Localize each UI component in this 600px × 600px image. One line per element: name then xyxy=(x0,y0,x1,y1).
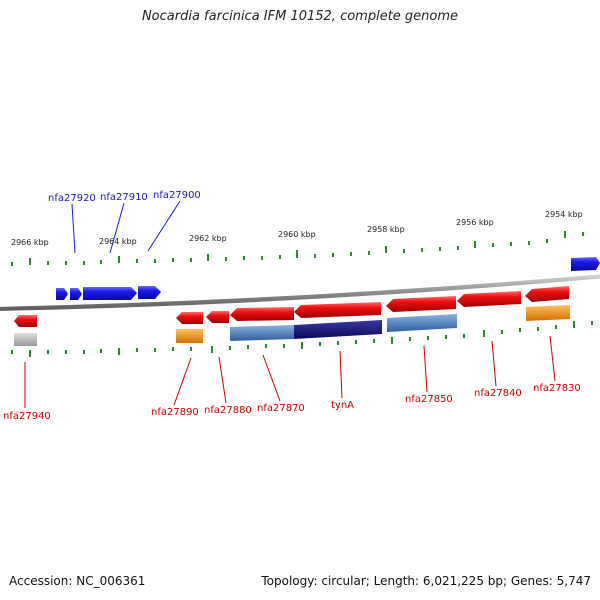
gene-arrow-forward[interactable] xyxy=(571,257,600,271)
label-nfa27830[interactable]: nfa27830 xyxy=(533,383,581,394)
label-nfa27900[interactable]: nfa27900 xyxy=(153,190,201,201)
scale-label-2964: 2964 kbp xyxy=(99,237,137,246)
gene-arrow-nfa27870[interactable] xyxy=(230,307,294,321)
label-nfa27920[interactable]: nfa27920 xyxy=(48,193,96,204)
accession-text: Accession: NC_006361 xyxy=(9,574,146,588)
label-nfa27850[interactable]: nfa27850 xyxy=(405,394,453,405)
feature-bar-nfa27850[interactable] xyxy=(387,314,457,332)
feature-bar-tynA[interactable] xyxy=(294,320,382,339)
gene-arrow-nfa27890[interactable] xyxy=(176,312,203,324)
leader-nfa27880 xyxy=(218,356,227,404)
leader-nfa27840 xyxy=(491,340,497,387)
lower-scale-ticks xyxy=(11,321,593,357)
scale-label-2954: 2954 kbp xyxy=(545,210,583,219)
feature-bar-nfa27870[interactable] xyxy=(230,325,294,341)
leader-nfa27850 xyxy=(423,345,428,393)
feature-bar-nfa27830[interactable] xyxy=(526,305,570,321)
genome-title: Nocardia farcinica IFM 10152, complete g… xyxy=(141,9,459,24)
label-nfa27840[interactable]: nfa27840 xyxy=(474,388,522,399)
label-nfa27940[interactable]: nfa27940 xyxy=(3,411,51,422)
label-nfa27910[interactable]: nfa27910 xyxy=(100,192,148,203)
upper-scale-ticks xyxy=(11,231,584,266)
scale-label-2962: 2962 kbp xyxy=(189,234,227,243)
gene-arrow-forward[interactable] xyxy=(56,288,68,300)
gene-arrow-forward[interactable] xyxy=(70,288,82,300)
genome-summary-text: Topology: circular; Length: 6,021,225 bp… xyxy=(261,574,591,588)
gene-arrow-nfa27840[interactable] xyxy=(457,291,521,307)
leader-nfa27830 xyxy=(549,335,556,382)
gene-arrow-nfa27850[interactable] xyxy=(386,296,456,312)
label-nfa27890[interactable]: nfa27890 xyxy=(151,407,199,418)
feature-bar-nfa27890[interactable] xyxy=(176,329,203,343)
scale-label-2956: 2956 kbp xyxy=(456,218,494,227)
leader-nfa27920 xyxy=(71,203,76,254)
gene-arrow-nfa27880[interactable] xyxy=(206,311,229,323)
gene-arrow-forward[interactable] xyxy=(138,286,161,299)
leader-nfa27890 xyxy=(173,357,192,406)
scale-label-2966: 2966 kbp xyxy=(11,238,49,247)
label-tynA[interactable]: tynA xyxy=(331,400,354,411)
label-nfa27870[interactable]: nfa27870 xyxy=(257,403,305,414)
genome-backbone xyxy=(0,274,600,311)
leader-nfa27910 xyxy=(109,202,125,254)
label-nfa27880[interactable]: nfa27880 xyxy=(204,405,252,416)
scale-label-2960: 2960 kbp xyxy=(278,230,316,239)
leader-tynA xyxy=(339,350,343,399)
scale-label-2958: 2958 kbp xyxy=(367,225,405,234)
gene-arrow-nfa27940[interactable] xyxy=(14,315,37,327)
feature-bar-nfa27940[interactable] xyxy=(14,333,37,346)
reverse-strand-genes xyxy=(14,286,569,327)
forward-strand-genes xyxy=(56,257,600,300)
leader-nfa27900 xyxy=(147,200,181,252)
gene-arrow-tynA[interactable] xyxy=(294,302,381,318)
gene-arrow-nfa27830[interactable] xyxy=(525,286,569,302)
leader-nfa27870 xyxy=(262,354,281,402)
gene-arrow-forward[interactable] xyxy=(83,287,137,300)
feature-bars xyxy=(14,305,570,346)
